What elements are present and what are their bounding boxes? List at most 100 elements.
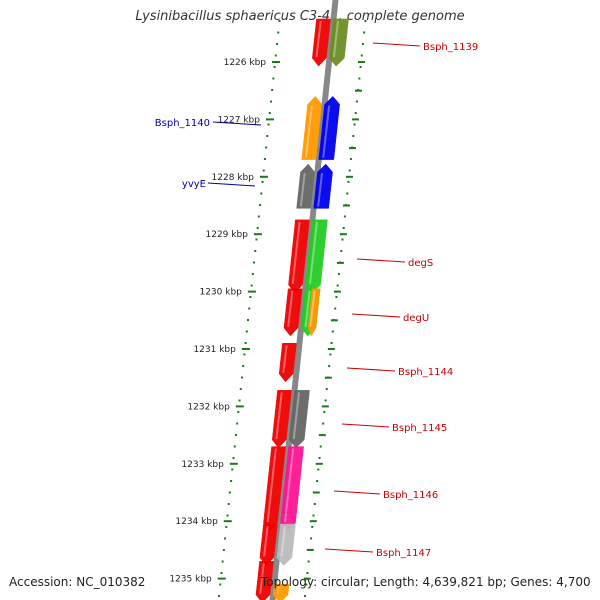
- dot-mark: [218, 595, 221, 597]
- dot-mark: [268, 112, 271, 114]
- gene-feature: [307, 288, 321, 337]
- dot-mark: [242, 365, 245, 367]
- dot-mark: [219, 583, 222, 586]
- gene-highlight: [283, 448, 295, 523]
- gene-highlight: [304, 105, 313, 158]
- dot-mark: [275, 43, 278, 45]
- right-tick: [345, 175, 353, 178]
- gene-label: Bsph_1144: [398, 367, 453, 378]
- right-tick: [321, 405, 329, 408]
- label-leader: [212, 121, 262, 126]
- right-tick: [342, 204, 350, 207]
- dot-mark: [310, 537, 313, 540]
- kbp-tick: [259, 175, 268, 178]
- right-tick: [348, 147, 356, 150]
- dot-mark: [237, 411, 240, 413]
- dot-mark: [341, 238, 344, 241]
- dot-mark: [352, 135, 355, 137]
- right-tick: [333, 290, 341, 293]
- gene-highlight: [280, 525, 286, 557]
- dot-mark: [263, 158, 266, 160]
- dot-mark: [306, 572, 309, 574]
- kbp-label: 1227 kbp: [218, 115, 261, 125]
- label-leader: [324, 548, 374, 553]
- dot-mark: [318, 457, 321, 459]
- dot-mark: [325, 388, 328, 390]
- kbp-tick: [241, 348, 250, 350]
- gene-highlight: [304, 290, 311, 328]
- dot-mark: [256, 227, 259, 229]
- dot-mark: [347, 181, 350, 183]
- right-tick: [336, 261, 344, 264]
- dot-mark: [307, 560, 310, 563]
- kbp-tick: [235, 405, 244, 408]
- dot-mark: [239, 388, 242, 390]
- gene-label: degU: [403, 313, 429, 324]
- dot-mark: [233, 445, 236, 448]
- gene-highlight: [292, 392, 301, 439]
- dot-mark: [346, 192, 349, 195]
- label-leader: [351, 313, 401, 318]
- gene-highlight: [317, 172, 324, 207]
- gene-highlight: [332, 20, 340, 58]
- dot-mark: [322, 422, 325, 425]
- dot-mark: [240, 376, 243, 379]
- dot-mark: [227, 503, 230, 505]
- gene-feature: [301, 95, 322, 160]
- topology-text: Topology: circular; Length: 4,639,821 bp…: [261, 575, 591, 589]
- dot-mark: [249, 296, 252, 298]
- kbp-tick: [229, 462, 238, 465]
- gene-highlight: [287, 290, 294, 328]
- gene-label: Bsph_1145: [392, 423, 447, 434]
- dot-mark: [250, 284, 253, 287]
- gene-label: Bsph_1146: [383, 490, 438, 501]
- gene-highlight: [309, 290, 316, 328]
- kbp-label: 1231 kbp: [193, 345, 236, 355]
- gene-feature: [278, 343, 297, 383]
- dot-mark: [311, 526, 314, 528]
- dot-mark: [323, 411, 326, 413]
- dot-mark: [336, 284, 339, 287]
- dot-mark: [222, 549, 225, 551]
- dot-mark: [317, 468, 320, 471]
- gene-feature: [276, 523, 296, 566]
- dot-mark: [358, 77, 361, 80]
- left-dotted-boundary: [218, 20, 281, 597]
- kbp-tick: [223, 520, 232, 523]
- gene-feature: [271, 390, 292, 449]
- gene-highlight: [266, 448, 277, 523]
- dot-mark: [253, 261, 256, 264]
- kbp-tick: [253, 233, 262, 236]
- gene-feature: [313, 163, 333, 209]
- dot-mark: [330, 342, 333, 344]
- dot-mark: [343, 215, 346, 218]
- dot-mark: [251, 273, 254, 275]
- gene-highlight: [309, 221, 318, 284]
- gene-feature: [288, 390, 310, 449]
- dot-mark: [221, 560, 224, 563]
- kbp-label: 1230 kbp: [199, 288, 242, 298]
- accession-text: Accession: NC_010382: [9, 575, 146, 589]
- gene-feature: [272, 584, 290, 600]
- right-tick: [324, 376, 332, 379]
- dot-mark: [245, 330, 248, 333]
- dot-mark: [304, 595, 307, 597]
- page-title: Lysinibacillus sphaericus C3-41, complet…: [135, 9, 465, 24]
- dot-mark: [266, 135, 269, 137]
- dot-mark: [243, 353, 246, 356]
- dot-mark: [363, 31, 366, 34]
- dot-mark: [224, 537, 227, 540]
- dot-mark: [255, 238, 258, 241]
- kbp-label: 1234 kbp: [175, 517, 218, 527]
- gene-highlight: [299, 172, 306, 207]
- dot-mark: [232, 457, 235, 459]
- gene-feature: [255, 561, 274, 600]
- gene-label: Bsph_1147: [376, 548, 431, 559]
- dot-mark: [349, 158, 352, 160]
- dot-mark: [271, 89, 274, 91]
- dot-mark: [324, 399, 327, 402]
- right-tick: [318, 434, 326, 437]
- right-tick: [315, 462, 323, 465]
- label-leader: [356, 258, 406, 263]
